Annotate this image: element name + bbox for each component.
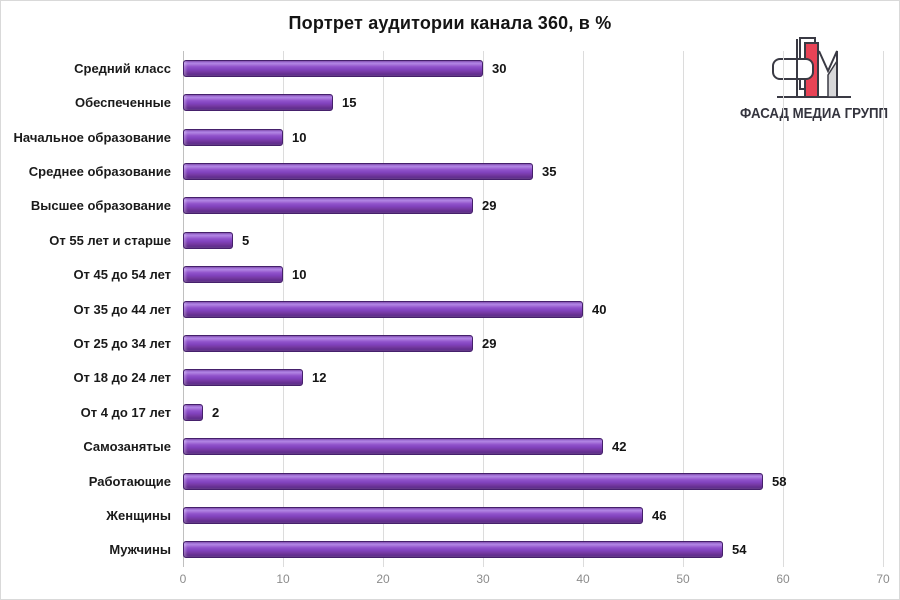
bar <box>183 334 473 352</box>
logo-text: ФАСАД МЕДИА ГРУПП <box>740 105 888 122</box>
bar <box>183 128 283 146</box>
bar-row: 30 <box>183 51 883 85</box>
bar-row: 12 <box>183 361 883 395</box>
bar <box>183 369 303 387</box>
category-label: От 45 до 54 лет <box>73 267 171 283</box>
bar <box>183 94 333 112</box>
bar-row: 40 <box>183 292 883 326</box>
value-label: 46 <box>652 507 667 523</box>
value-label: 12 <box>312 370 327 386</box>
category-label: Женщины <box>106 507 171 523</box>
value-label: 10 <box>292 267 307 283</box>
x-tick-label: 70 <box>876 572 890 586</box>
bar <box>183 300 583 318</box>
x-axis-ticks: 0 10 20 30 40 50 60 70 <box>179 572 890 590</box>
x-tick-label: 10 <box>276 572 290 586</box>
bar <box>183 231 233 249</box>
category-labels: Средний класс Обеспеченные Начальное образ… <box>7 51 171 567</box>
bar-row: 42 <box>183 429 883 463</box>
gridline <box>583 51 584 567</box>
category-label: Среднее образование <box>28 163 171 179</box>
category-label: От 35 до 44 лет <box>73 301 171 317</box>
bar <box>183 472 763 490</box>
bar <box>183 59 483 77</box>
value-label: 30 <box>492 60 507 76</box>
bar-row: 35 <box>183 154 883 188</box>
bar-row: 10 <box>183 257 883 291</box>
chart-title: Портрет аудитории канала 360, в % <box>288 13 612 33</box>
bar <box>183 197 473 215</box>
bar-row: 46 <box>183 498 883 532</box>
category-label: Обеспеченные <box>74 95 171 111</box>
bar <box>183 506 643 524</box>
bars-area: 30 15 10 35 29 5 10 40 29 12 2 42 58 46 54 <box>183 51 883 567</box>
x-tick-label: 20 <box>376 572 390 586</box>
bar-row: 54 <box>183 533 883 567</box>
value-label: 5 <box>242 232 250 248</box>
bar <box>183 541 723 559</box>
bar-row: 29 <box>183 189 883 223</box>
category-label: Работающие <box>88 473 171 489</box>
value-label: 35 <box>542 163 557 179</box>
category-label: Средний класс <box>74 60 171 76</box>
value-label: 42 <box>612 439 627 455</box>
value-label: 10 <box>292 129 307 145</box>
bar-row: 2 <box>183 395 883 429</box>
value-label: 29 <box>481 198 497 214</box>
category-label: От 55 лет и старше <box>49 232 171 248</box>
bar-row: 15 <box>183 85 883 119</box>
category-label: Мужчины <box>109 542 171 558</box>
category-label: Начальное образование <box>13 129 171 145</box>
bar <box>183 266 283 284</box>
bar-row: 10 <box>183 120 883 154</box>
category-label: От 4 до 17 лет <box>80 404 171 420</box>
bar <box>183 403 203 421</box>
category-label: От 25 до 34 лет <box>73 335 171 351</box>
value-label: 15 <box>342 95 357 111</box>
value-label: 29 <box>481 335 497 351</box>
bar <box>183 162 533 180</box>
gridline <box>783 51 784 567</box>
category-label: Самозанятые <box>83 439 171 455</box>
bar-row: 29 <box>183 326 883 360</box>
category-label: От 18 до 24 лет <box>73 370 171 386</box>
gridline <box>883 51 884 567</box>
value-label: 58 <box>771 473 787 489</box>
value-label: 40 <box>592 301 607 317</box>
bar-row: 5 <box>183 223 883 257</box>
bar <box>183 438 603 456</box>
x-tick-label: 30 <box>476 572 490 586</box>
category-label: Высшее образование <box>30 198 171 214</box>
bar-row: 58 <box>183 464 883 498</box>
x-tick-label: 40 <box>576 572 590 586</box>
value-label: 2 <box>211 404 220 420</box>
x-tick-label: 50 <box>676 572 690 586</box>
value-label: 54 <box>732 542 747 558</box>
x-tick-label: 60 <box>776 572 790 586</box>
gridline <box>683 51 684 567</box>
x-tick-label: 0 <box>179 572 187 586</box>
